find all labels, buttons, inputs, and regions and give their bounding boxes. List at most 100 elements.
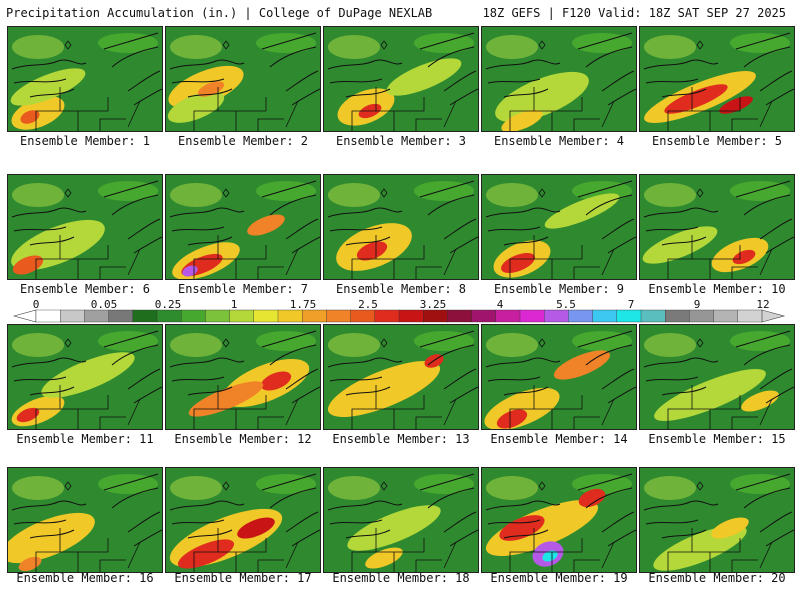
precip-area: [12, 255, 44, 275]
colorbar-swatch: [713, 309, 739, 323]
panel-caption: Ensemble Member: 4: [493, 134, 625, 148]
precip-map: [323, 174, 479, 280]
precip-map: [7, 467, 163, 573]
colorbar-swatch: [495, 309, 521, 323]
map-marker-icon: [696, 40, 704, 50]
colorbar-swatch: [108, 309, 134, 323]
map-marker-icon: [380, 188, 388, 198]
precip-area: [328, 333, 380, 357]
great-lakes-outline: [11, 357, 87, 396]
precip-area: [8, 512, 95, 564]
precip-area: [328, 35, 380, 59]
precip-area: [711, 517, 749, 539]
precip-area: [572, 474, 632, 494]
colorbar-swatch: [205, 309, 231, 323]
precip-area: [644, 183, 696, 207]
coastline: [419, 32, 478, 106]
colorbar-swatch: [640, 309, 666, 323]
coastline: [735, 32, 794, 106]
map-marker-icon: [222, 40, 230, 50]
panel-caption: Ensemble Member: 2: [177, 134, 309, 148]
precip-map: [639, 324, 795, 430]
ensemble-panel-17: Ensemble Member: 17: [165, 467, 325, 611]
colorbar-label: 7: [627, 298, 635, 311]
colorbar-swatch: [447, 309, 473, 323]
great-lakes-outline: [11, 500, 87, 539]
precip-area: [170, 183, 222, 207]
coastline: [735, 473, 794, 547]
precip-area: [170, 333, 222, 357]
coastline: [735, 330, 794, 404]
map-marker-icon: [64, 338, 72, 348]
great-lakes-outline: [643, 207, 719, 246]
colorbar-label: 1: [230, 298, 238, 311]
panel-caption: Ensemble Member: 10: [648, 282, 786, 296]
precip-area: [501, 252, 535, 274]
precip-area: [197, 81, 225, 97]
state-borders: [667, 235, 773, 279]
great-lakes-outline: [485, 207, 561, 246]
map-marker-icon: [696, 188, 704, 198]
ensemble-panel-20: Ensemble Member: 20: [639, 467, 799, 611]
map-marker-icon: [64, 40, 72, 50]
great-lakes-outline: [11, 59, 87, 98]
state-borders: [351, 528, 457, 572]
precip-area: [414, 331, 474, 351]
precip-area: [167, 91, 225, 123]
ensemble-panel-3: Ensemble Member: 3: [323, 26, 483, 170]
precip-map: [481, 467, 637, 573]
chart-title: Precipitation Accumulation (in.) | Colle…: [6, 6, 433, 20]
colorbar-swatches: [12, 309, 786, 323]
ensemble-panel-13: Ensemble Member: 13: [323, 324, 483, 468]
panel-caption: Ensemble Member: 1: [19, 134, 151, 148]
ensemble-panel-11: Ensemble Member: 11: [7, 324, 167, 468]
precip-area: [542, 550, 558, 562]
map-marker-icon: [64, 481, 72, 491]
colorbar-label: 4: [496, 298, 504, 311]
great-lakes-outline: [327, 357, 403, 396]
colorbar-swatch: [84, 309, 110, 323]
great-lakes-outline: [169, 500, 245, 539]
state-borders: [35, 385, 141, 429]
coastline: [577, 330, 636, 404]
ensemble-panel-12: Ensemble Member: 12: [165, 324, 325, 468]
colorbar-swatch: [568, 309, 594, 323]
coastline: [103, 180, 162, 254]
precip-area: [347, 505, 441, 551]
precip-map: [323, 26, 479, 132]
colorbar-label: 1.75: [289, 298, 317, 311]
precip-area: [730, 331, 790, 351]
precip-area: [414, 33, 474, 53]
great-lakes-outline: [485, 500, 561, 539]
coastline: [261, 473, 320, 547]
precip-area: [328, 183, 380, 207]
ensemble-panel-4: Ensemble Member: 4: [481, 26, 641, 170]
colorbar-swatch: [229, 309, 255, 323]
map-marker-icon: [538, 40, 546, 50]
colorbar-label: 5.5: [556, 298, 576, 311]
precip-area: [256, 474, 316, 494]
precip-area: [177, 539, 235, 569]
map-marker-icon: [380, 40, 388, 50]
precip-area: [732, 249, 756, 265]
precip-map: [7, 174, 163, 280]
great-lakes-outline: [169, 357, 245, 396]
panel-caption: Ensemble Member: 5: [651, 134, 783, 148]
precip-area: [237, 517, 275, 539]
precip-area: [98, 474, 158, 494]
colorbar-label: 2.5: [358, 298, 378, 311]
precip-map: [165, 26, 321, 132]
panel-caption: Ensemble Member: 19: [490, 571, 628, 585]
colorbar-swatch: [326, 309, 352, 323]
panel-caption: Ensemble Member: 12: [174, 432, 312, 446]
precip-map: [639, 467, 795, 573]
state-borders: [35, 235, 141, 279]
state-borders: [509, 87, 615, 131]
precip-area: [12, 333, 64, 357]
coastline: [419, 330, 478, 404]
state-borders: [193, 235, 299, 279]
precip-area: [98, 33, 158, 53]
precip-area: [170, 476, 222, 500]
precip-map: [7, 26, 163, 132]
precip-area: [644, 35, 696, 59]
